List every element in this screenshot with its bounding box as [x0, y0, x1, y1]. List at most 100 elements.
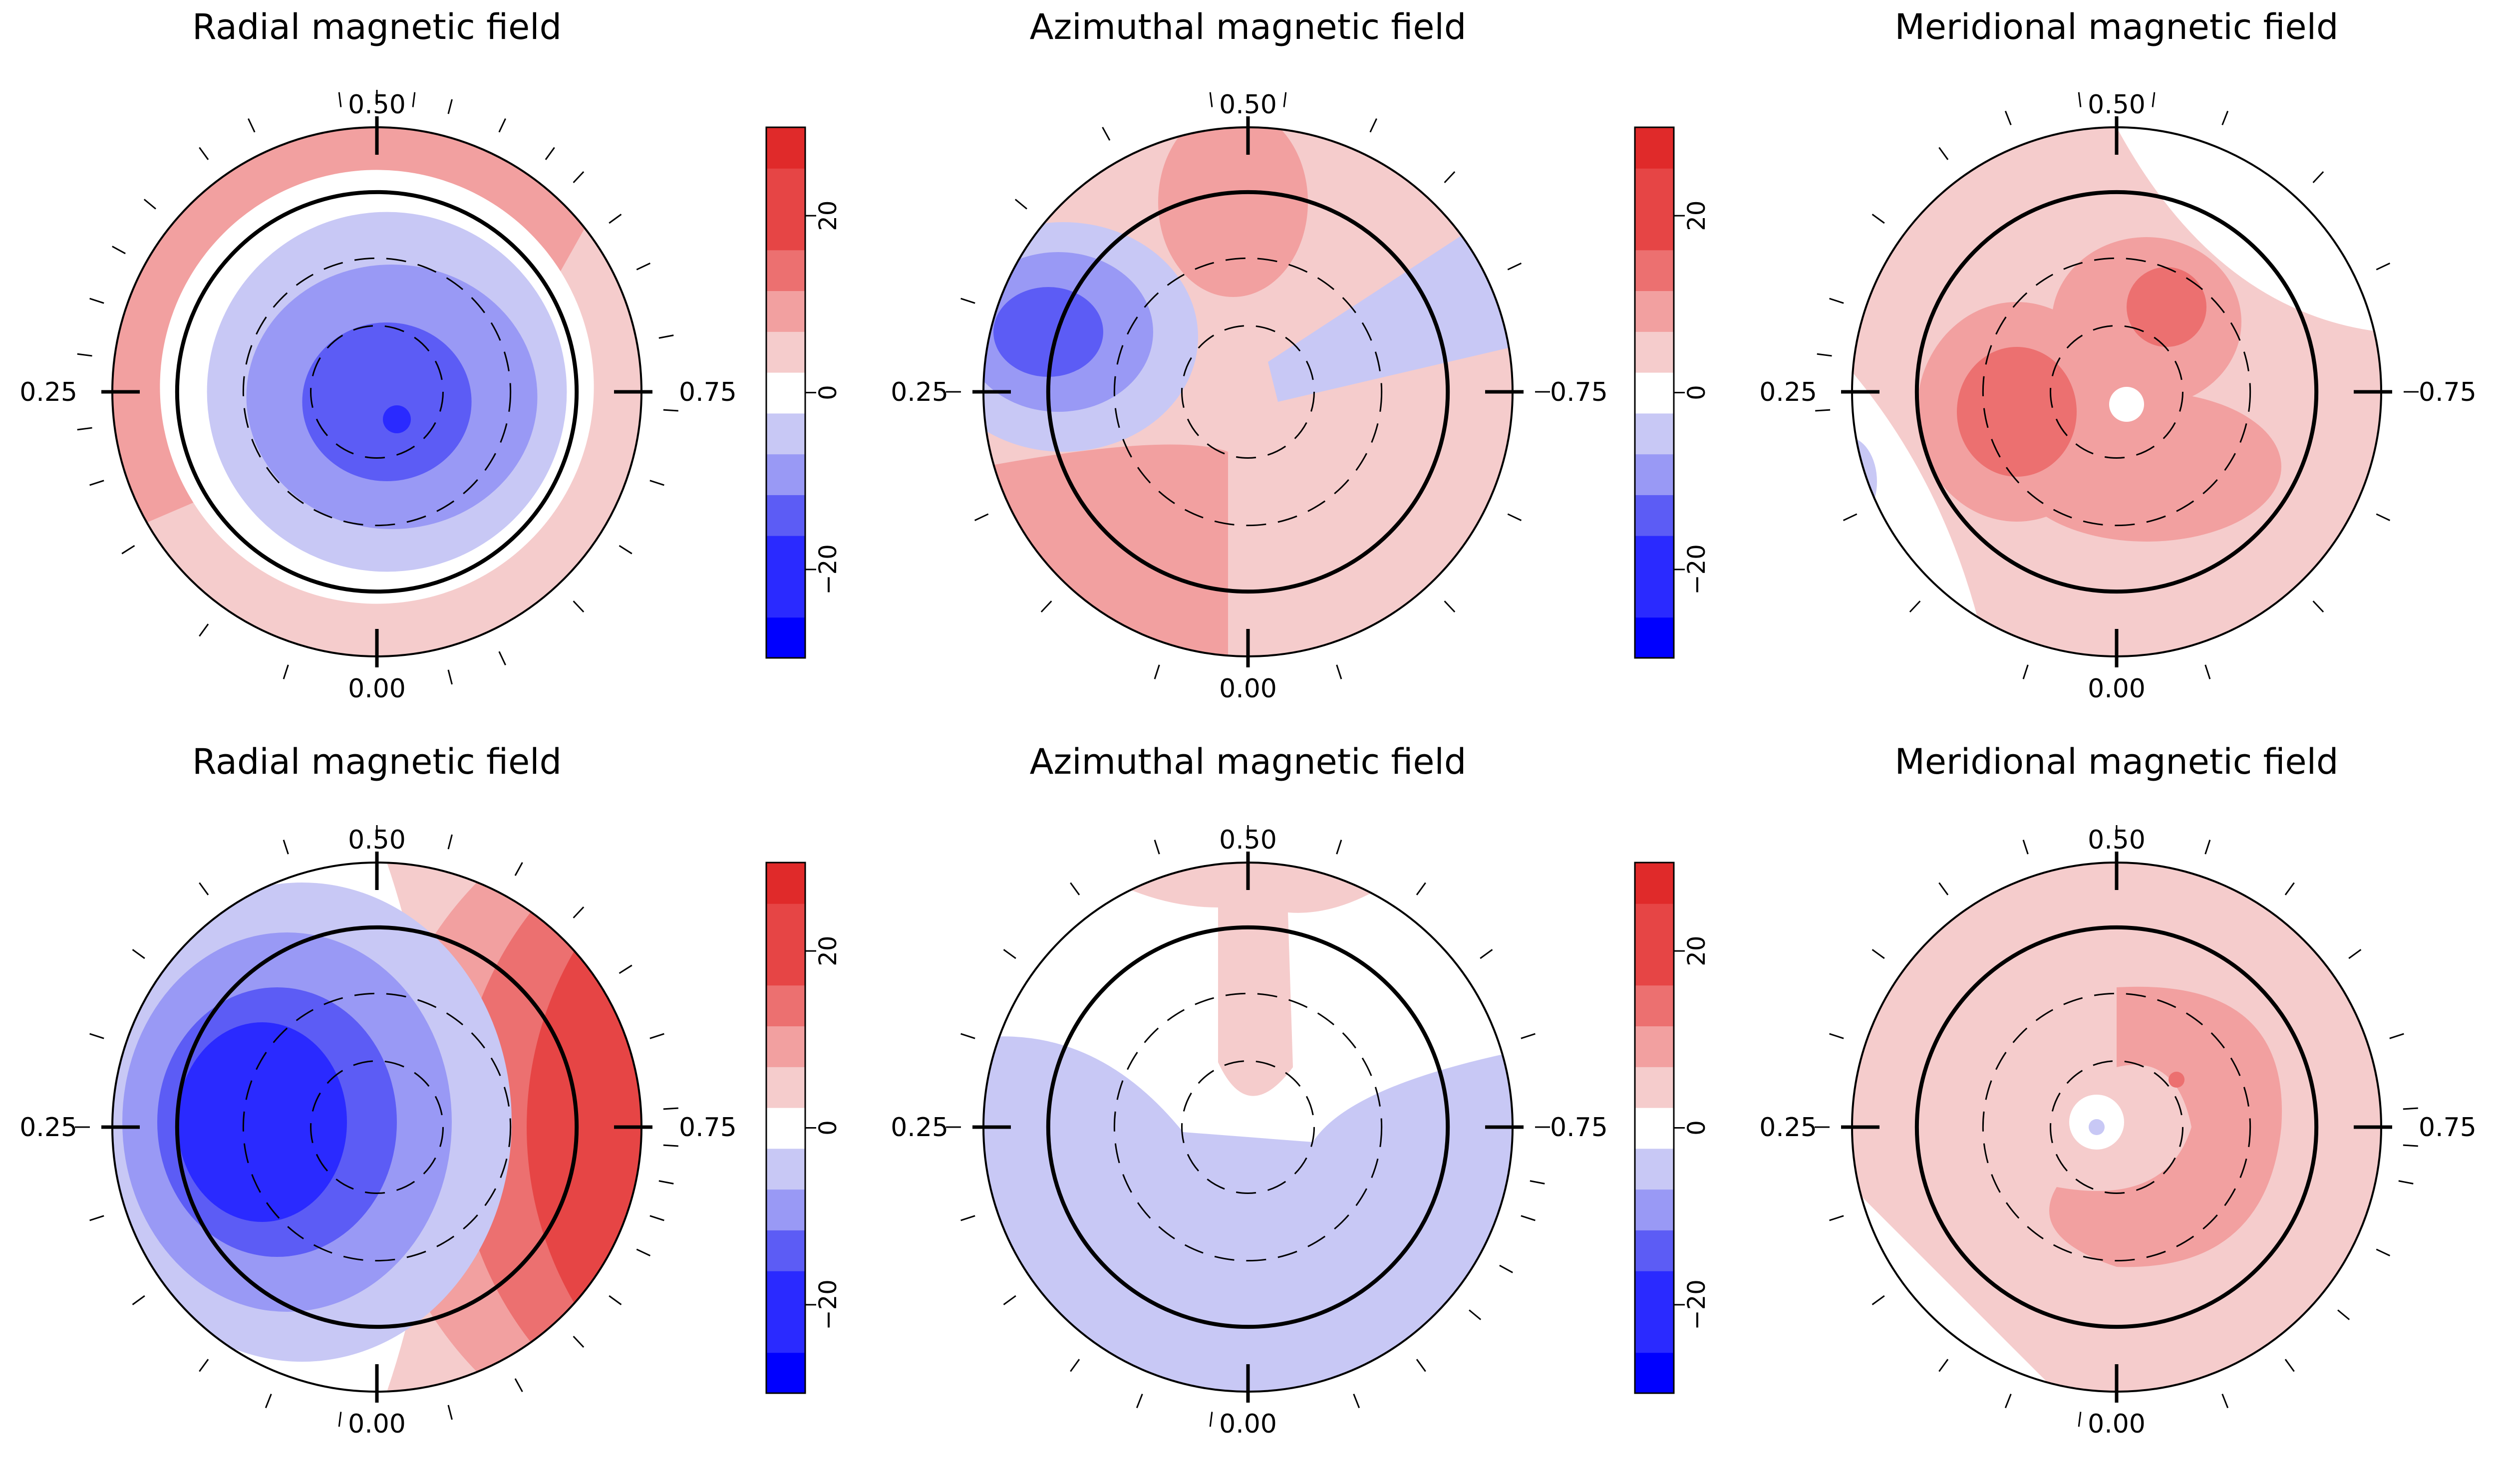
colorbar-segment: [1635, 535, 1674, 577]
colorbar-segment: [766, 535, 805, 577]
polar-panel: 0.50 0.00 0.25 0.75 Azimuthal magnetic field: [891, 741, 1608, 1439]
observation-phase-mark: [663, 1107, 678, 1110]
colorbar-segment: [1635, 291, 1674, 332]
observation-phase-mark: [1353, 1394, 1360, 1409]
observation-phase-mark: [2312, 600, 2324, 613]
phase-label-left: 0.25: [891, 1113, 948, 1143]
observation-phase-mark: [2312, 171, 2324, 183]
latitude-ring: [1181, 325, 1315, 459]
observation-phase-mark: [1014, 199, 1027, 210]
observation-phase-mark: [1817, 353, 1832, 357]
contour-region: [1158, 127, 1308, 297]
latitude-ring: [1113, 992, 1383, 1262]
phase-label-top: 0.50: [2088, 825, 2146, 855]
colorbar: 20 0 −20: [1634, 862, 1711, 1394]
observation-phase-mark: [77, 427, 92, 431]
observation-phase-mark: [199, 147, 209, 160]
colorbar-segment: [1635, 494, 1674, 536]
observation-phase-mark: [77, 353, 92, 357]
phase-label-bottom: 0.00: [1219, 674, 1277, 704]
latitude-ring: [1181, 1060, 1315, 1194]
colorbar-tick-label: −20: [814, 1279, 842, 1330]
colorbar-segment: [766, 1311, 805, 1353]
phase-label-right: 0.75: [1550, 377, 1608, 407]
colorbar-segment: [766, 413, 805, 455]
observation-phase-mark: [2337, 1309, 2350, 1320]
contour-region: [1957, 347, 2077, 477]
observation-phase-mark: [1829, 1215, 1844, 1221]
observation-phase-mark: [1872, 949, 1885, 959]
observation-phase-mark: [1416, 882, 1426, 895]
observation-phase-mark: [1843, 513, 1858, 521]
observation-phase-mark: [89, 1033, 104, 1039]
phase-label-left: 0.25: [19, 1113, 77, 1143]
colorbar-segment: [766, 863, 805, 904]
observation-phase-mark: [265, 1394, 272, 1409]
colorbar-segment: [1635, 1311, 1674, 1353]
colorbar-segment: [766, 903, 805, 945]
contour-map: [1852, 127, 2381, 656]
panel-title: Azimuthal magnetic field: [1030, 6, 1467, 47]
observation-phase-mark: [1136, 1394, 1143, 1409]
observation-phase-mark: [1102, 127, 1111, 141]
panel-title: Meridional magnetic field: [1895, 6, 2339, 47]
latitude-ring: [2050, 1060, 2184, 1194]
equator-circle: [175, 925, 579, 1329]
observation-phase-mark: [2078, 1412, 2082, 1427]
observation-phase-mark: [1938, 1359, 1949, 1372]
observation-phase-mark: [2348, 949, 2362, 959]
observation-phase-mark: [573, 1336, 585, 1348]
contour-map: [983, 863, 1513, 1392]
observation-phase-mark: [573, 600, 585, 613]
colorbar-segment: [766, 1270, 805, 1312]
latitude-ring: [1982, 992, 2251, 1262]
colorbar-segment: [1635, 863, 1674, 904]
observation-phase-mark: [960, 1215, 975, 1221]
contour-region: [2127, 267, 2206, 347]
observation-phase-mark: [1469, 1309, 1482, 1320]
colorbar-segment: [766, 576, 805, 618]
latitude-ring: [2050, 325, 2184, 459]
equator-circle: [1046, 190, 1450, 594]
phase-label-bottom: 0.00: [348, 1409, 406, 1439]
observation-phase-mark: [2204, 840, 2211, 855]
contour-region: [177, 1022, 347, 1222]
phase-label-right: 0.75: [1550, 1113, 1608, 1143]
observation-phase-mark: [1283, 92, 1287, 107]
phase-label-bottom: 0.00: [2088, 1409, 2146, 1439]
polar-panel: 0.50 0.00 0.25 0.75 Meridional magnetic fiel…: [1759, 741, 2477, 1439]
observation-phase-mark: [658, 334, 674, 339]
observation-phase-mark: [619, 964, 632, 974]
observation-phase-mark: [1507, 513, 1522, 521]
observation-phase-mark: [2403, 1107, 2418, 1110]
phase-label-bottom: 0.00: [348, 674, 406, 704]
observation-phase-mark: [1938, 882, 1949, 895]
colorbar-segment: [766, 617, 805, 658]
observation-phase-mark: [283, 840, 289, 855]
phase-label-right: 0.75: [679, 377, 737, 407]
observation-phase-mark: [132, 1295, 145, 1305]
observation-phase-mark: [1938, 147, 1949, 160]
colorbar-segment: [1635, 1189, 1674, 1230]
contour-region: [1268, 202, 1513, 402]
contour-region: [993, 287, 1103, 377]
observation-phase-mark: [1154, 664, 1160, 679]
observation-phase-mark: [447, 834, 453, 850]
observation-phase-mark: [2284, 1359, 2295, 1372]
polar-panel: 0.50 0.00 0.25 0.75 Meridional magnetic fiel…: [1759, 6, 2477, 704]
colorbar-segment: [766, 127, 805, 169]
colorbar-tick-label: −20: [1683, 1279, 1711, 1330]
phase-label-right: 0.75: [2419, 377, 2477, 407]
observation-phase-mark: [338, 92, 342, 107]
observation-phase-mark: [2376, 1248, 2391, 1256]
colorbar: 20 0 −20: [765, 862, 842, 1394]
latitude-ring: [242, 992, 512, 1262]
observation-phase-mark: [514, 1378, 523, 1392]
colorbar-segment: [1635, 1026, 1674, 1067]
colorbar: 20 0 −20: [765, 126, 842, 659]
colorbar-segment: [1635, 1066, 1674, 1108]
contour-region: [2012, 392, 2281, 542]
polar-panel: 0.50 0.00 0.25 0.75 Azimuthal magnetic field: [891, 6, 1608, 704]
observation-phase-mark: [960, 1033, 975, 1039]
observation-phase-mark: [199, 882, 209, 895]
